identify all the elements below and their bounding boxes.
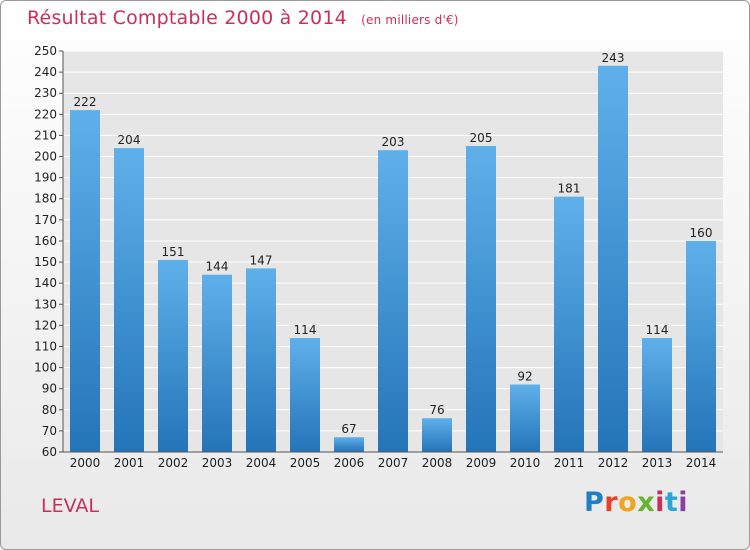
bar-value-label: 147 [250, 253, 273, 267]
y-tick-label: 190 [34, 171, 57, 185]
bar[interactable] [598, 65, 628, 452]
y-axis: 60 70 80 90 100 110 120 130 140 150 160 170 180 190 20… [34, 44, 64, 459]
bar[interactable] [114, 148, 144, 452]
y-tick-label: 110 [34, 339, 57, 353]
bar[interactable] [686, 240, 716, 452]
y-tick-label: 130 [34, 297, 57, 311]
x-tick-label: 2008 [422, 456, 453, 470]
x-tick-label: 2009 [466, 456, 497, 470]
bar[interactable] [466, 145, 496, 452]
bar[interactable] [334, 437, 364, 452]
logo-letter: t [664, 487, 679, 518]
x-tick-label: 2013 [642, 456, 673, 470]
y-tick-label: 180 [34, 192, 57, 206]
bars: 222 204 151 144 147 114 67 203 76 205 92 181 243 114 1… [70, 51, 716, 453]
y-tick-label: 240 [34, 65, 57, 79]
logo-letter: i [678, 487, 689, 518]
x-tick-label: 2003 [202, 456, 233, 470]
x-tick-label: 2004 [246, 456, 277, 470]
y-tick-label: 230 [34, 86, 57, 100]
bar-value-label: 114 [294, 323, 317, 337]
x-tick-label: 2014 [686, 456, 717, 470]
x-tick-label: 2001 [114, 456, 145, 470]
bar[interactable] [290, 338, 320, 452]
y-tick-label: 220 [34, 107, 57, 121]
bar[interactable] [158, 259, 188, 452]
logo-letter: P [584, 487, 605, 518]
y-tick-label: 80 [42, 403, 57, 417]
chart-title: Résultat Comptable 2000 à 2014 (en milli… [27, 7, 459, 29]
bar[interactable] [246, 268, 276, 452]
y-tick-label: 90 [42, 382, 57, 396]
x-tick-label: 2011 [554, 456, 585, 470]
x-tick-label: 2006 [334, 456, 365, 470]
x-tick-label: 2002 [158, 456, 189, 470]
bar[interactable] [70, 110, 100, 453]
logo-letter: r [604, 487, 619, 518]
y-tick-label: 200 [34, 150, 57, 164]
chart-title-text: Résultat Comptable 2000 à 2014 [27, 7, 347, 29]
y-tick-label: 150 [34, 255, 57, 269]
y-tick-label: 60 [42, 445, 57, 459]
bar-value-label: 144 [206, 260, 229, 274]
proxiti-logo[interactable]: Proxiti [584, 487, 688, 518]
bar-value-label: 160 [690, 226, 713, 240]
bar[interactable] [378, 150, 408, 452]
y-tick-label: 140 [34, 276, 57, 290]
bar-value-label: 203 [382, 135, 405, 149]
bar-value-label: 151 [162, 245, 185, 259]
bar-value-label: 204 [118, 133, 141, 147]
y-tick-label: 120 [34, 318, 57, 332]
y-tick-label: 170 [34, 213, 57, 227]
bar-value-label: 114 [646, 323, 669, 337]
bar[interactable] [642, 338, 672, 452]
y-tick-label: 250 [34, 44, 57, 58]
x-tick-label: 2005 [290, 456, 321, 470]
bar-value-label: 205 [470, 131, 493, 145]
bar-value-label: 92 [517, 369, 532, 383]
bar-value-label: 243 [602, 51, 625, 65]
bar-value-label: 222 [74, 95, 97, 109]
y-tick-label: 100 [34, 361, 57, 375]
bar-value-label: 181 [558, 182, 581, 196]
bar-value-label: 76 [429, 403, 444, 417]
x-tick-label: 2010 [510, 456, 541, 470]
y-tick-label: 160 [34, 234, 57, 248]
logo-letter: i [655, 487, 665, 518]
x-tick-label: 2007 [378, 456, 409, 470]
bar-value-label: 67 [341, 422, 356, 436]
logo-letter: o [618, 487, 638, 518]
bar[interactable] [202, 274, 232, 452]
bar[interactable] [554, 196, 584, 452]
x-tick-label: 2012 [598, 456, 629, 470]
bar[interactable] [510, 384, 540, 452]
y-tick-label: 70 [42, 424, 57, 438]
y-tick-label: 210 [34, 128, 57, 142]
x-tick-label: 2000 [70, 456, 101, 470]
bar[interactable] [422, 418, 452, 452]
chart-subtitle: (en milliers d'€) [361, 13, 459, 27]
place-name: LEVAL [41, 495, 99, 517]
logo-letter: x [637, 487, 656, 518]
x-axis: 2000 2001 2002 2003 2004 2005 2006 2007 2008 2009… [63, 451, 723, 470]
